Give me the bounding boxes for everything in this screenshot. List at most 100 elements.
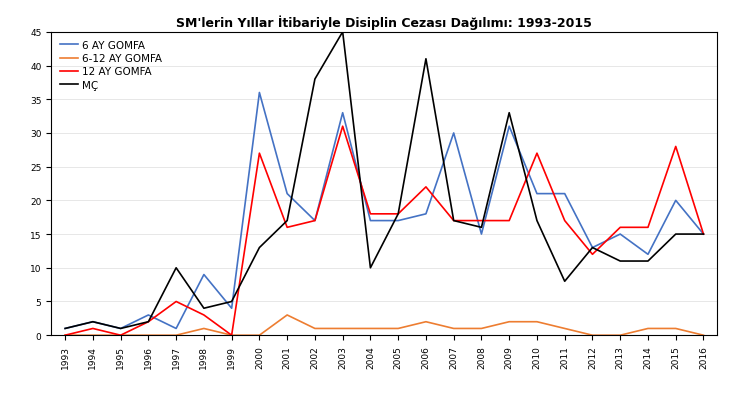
6-12 AY GOMFA bbox=[699, 333, 708, 338]
12 AY GOMFA bbox=[699, 232, 708, 237]
6-12 AY GOMFA bbox=[422, 319, 430, 324]
6-12 AY GOMFA bbox=[505, 319, 514, 324]
MÇ bbox=[560, 279, 569, 284]
6 AY GOMFA bbox=[310, 218, 319, 223]
MÇ bbox=[338, 30, 347, 35]
6-12 AY GOMFA bbox=[616, 333, 624, 338]
6 AY GOMFA bbox=[366, 218, 375, 223]
12 AY GOMFA bbox=[338, 124, 347, 129]
6-12 AY GOMFA bbox=[89, 333, 97, 338]
12 AY GOMFA bbox=[366, 212, 375, 217]
MÇ bbox=[588, 245, 597, 250]
6-12 AY GOMFA bbox=[144, 333, 153, 338]
6-12 AY GOMFA bbox=[172, 333, 181, 338]
6-12 AY GOMFA bbox=[255, 333, 264, 338]
6-12 AY GOMFA bbox=[533, 319, 542, 324]
6 AY GOMFA bbox=[671, 198, 680, 203]
6 AY GOMFA bbox=[643, 252, 652, 257]
12 AY GOMFA bbox=[560, 218, 569, 223]
6-12 AY GOMFA bbox=[671, 326, 680, 331]
12 AY GOMFA bbox=[283, 225, 291, 230]
6 AY GOMFA bbox=[699, 232, 708, 237]
12 AY GOMFA bbox=[144, 319, 153, 324]
6 AY GOMFA bbox=[616, 232, 624, 237]
6-12 AY GOMFA bbox=[394, 326, 403, 331]
6 AY GOMFA bbox=[89, 319, 97, 324]
12 AY GOMFA bbox=[89, 326, 97, 331]
12 AY GOMFA bbox=[616, 225, 624, 230]
Line: MÇ: MÇ bbox=[65, 33, 703, 329]
Line: 12 AY GOMFA: 12 AY GOMFA bbox=[65, 127, 703, 335]
6-12 AY GOMFA bbox=[588, 333, 597, 338]
MÇ bbox=[61, 326, 70, 331]
MÇ bbox=[200, 306, 209, 311]
Title: SM'lerin Yıllar İtibariyle Disiplin Cezası Dağılımı: 1993-2015: SM'lerin Yıllar İtibariyle Disiplin Ceza… bbox=[176, 16, 592, 30]
MÇ bbox=[533, 218, 542, 223]
MÇ bbox=[366, 266, 375, 271]
MÇ bbox=[89, 319, 97, 324]
MÇ bbox=[144, 319, 153, 324]
6-12 AY GOMFA bbox=[227, 333, 236, 338]
MÇ bbox=[283, 218, 291, 223]
Legend: 6 AY GOMFA, 6-12 AY GOMFA, 12 AY GOMFA, MÇ: 6 AY GOMFA, 6-12 AY GOMFA, 12 AY GOMFA, … bbox=[56, 38, 165, 93]
6-12 AY GOMFA bbox=[61, 333, 70, 338]
MÇ bbox=[172, 266, 181, 271]
6-12 AY GOMFA bbox=[366, 326, 375, 331]
6-12 AY GOMFA bbox=[200, 326, 209, 331]
12 AY GOMFA bbox=[116, 333, 125, 338]
MÇ bbox=[449, 218, 458, 223]
MÇ bbox=[116, 326, 125, 331]
12 AY GOMFA bbox=[255, 151, 264, 156]
6-12 AY GOMFA bbox=[116, 333, 125, 338]
12 AY GOMFA bbox=[394, 212, 403, 217]
6-12 AY GOMFA bbox=[449, 326, 458, 331]
6 AY GOMFA bbox=[477, 232, 486, 237]
12 AY GOMFA bbox=[310, 218, 319, 223]
6 AY GOMFA bbox=[533, 192, 542, 197]
6 AY GOMFA bbox=[116, 326, 125, 331]
12 AY GOMFA bbox=[449, 218, 458, 223]
6 AY GOMFA bbox=[449, 131, 458, 136]
6-12 AY GOMFA bbox=[338, 326, 347, 331]
12 AY GOMFA bbox=[505, 218, 514, 223]
6 AY GOMFA bbox=[588, 245, 597, 250]
MÇ bbox=[616, 259, 624, 264]
6-12 AY GOMFA bbox=[310, 326, 319, 331]
6 AY GOMFA bbox=[338, 111, 347, 116]
6-12 AY GOMFA bbox=[643, 326, 652, 331]
6-12 AY GOMFA bbox=[283, 313, 291, 318]
MÇ bbox=[255, 245, 264, 250]
Line: 6-12 AY GOMFA: 6-12 AY GOMFA bbox=[65, 315, 703, 335]
MÇ bbox=[505, 111, 514, 116]
12 AY GOMFA bbox=[588, 252, 597, 257]
MÇ bbox=[394, 212, 403, 217]
12 AY GOMFA bbox=[172, 299, 181, 304]
6 AY GOMFA bbox=[200, 272, 209, 277]
12 AY GOMFA bbox=[643, 225, 652, 230]
MÇ bbox=[477, 225, 486, 230]
12 AY GOMFA bbox=[200, 313, 209, 318]
6-12 AY GOMFA bbox=[560, 326, 569, 331]
6 AY GOMFA bbox=[144, 313, 153, 318]
6 AY GOMFA bbox=[283, 192, 291, 197]
12 AY GOMFA bbox=[477, 218, 486, 223]
12 AY GOMFA bbox=[422, 185, 430, 190]
6 AY GOMFA bbox=[505, 124, 514, 129]
6-12 AY GOMFA bbox=[477, 326, 486, 331]
6 AY GOMFA bbox=[227, 306, 236, 311]
6 AY GOMFA bbox=[172, 326, 181, 331]
MÇ bbox=[671, 232, 680, 237]
12 AY GOMFA bbox=[671, 145, 680, 150]
MÇ bbox=[310, 77, 319, 82]
6 AY GOMFA bbox=[422, 212, 430, 217]
MÇ bbox=[643, 259, 652, 264]
MÇ bbox=[699, 232, 708, 237]
12 AY GOMFA bbox=[227, 333, 236, 338]
MÇ bbox=[227, 299, 236, 304]
6 AY GOMFA bbox=[394, 218, 403, 223]
12 AY GOMFA bbox=[61, 333, 70, 338]
6 AY GOMFA bbox=[61, 326, 70, 331]
12 AY GOMFA bbox=[533, 151, 542, 156]
6 AY GOMFA bbox=[255, 91, 264, 96]
6 AY GOMFA bbox=[560, 192, 569, 197]
